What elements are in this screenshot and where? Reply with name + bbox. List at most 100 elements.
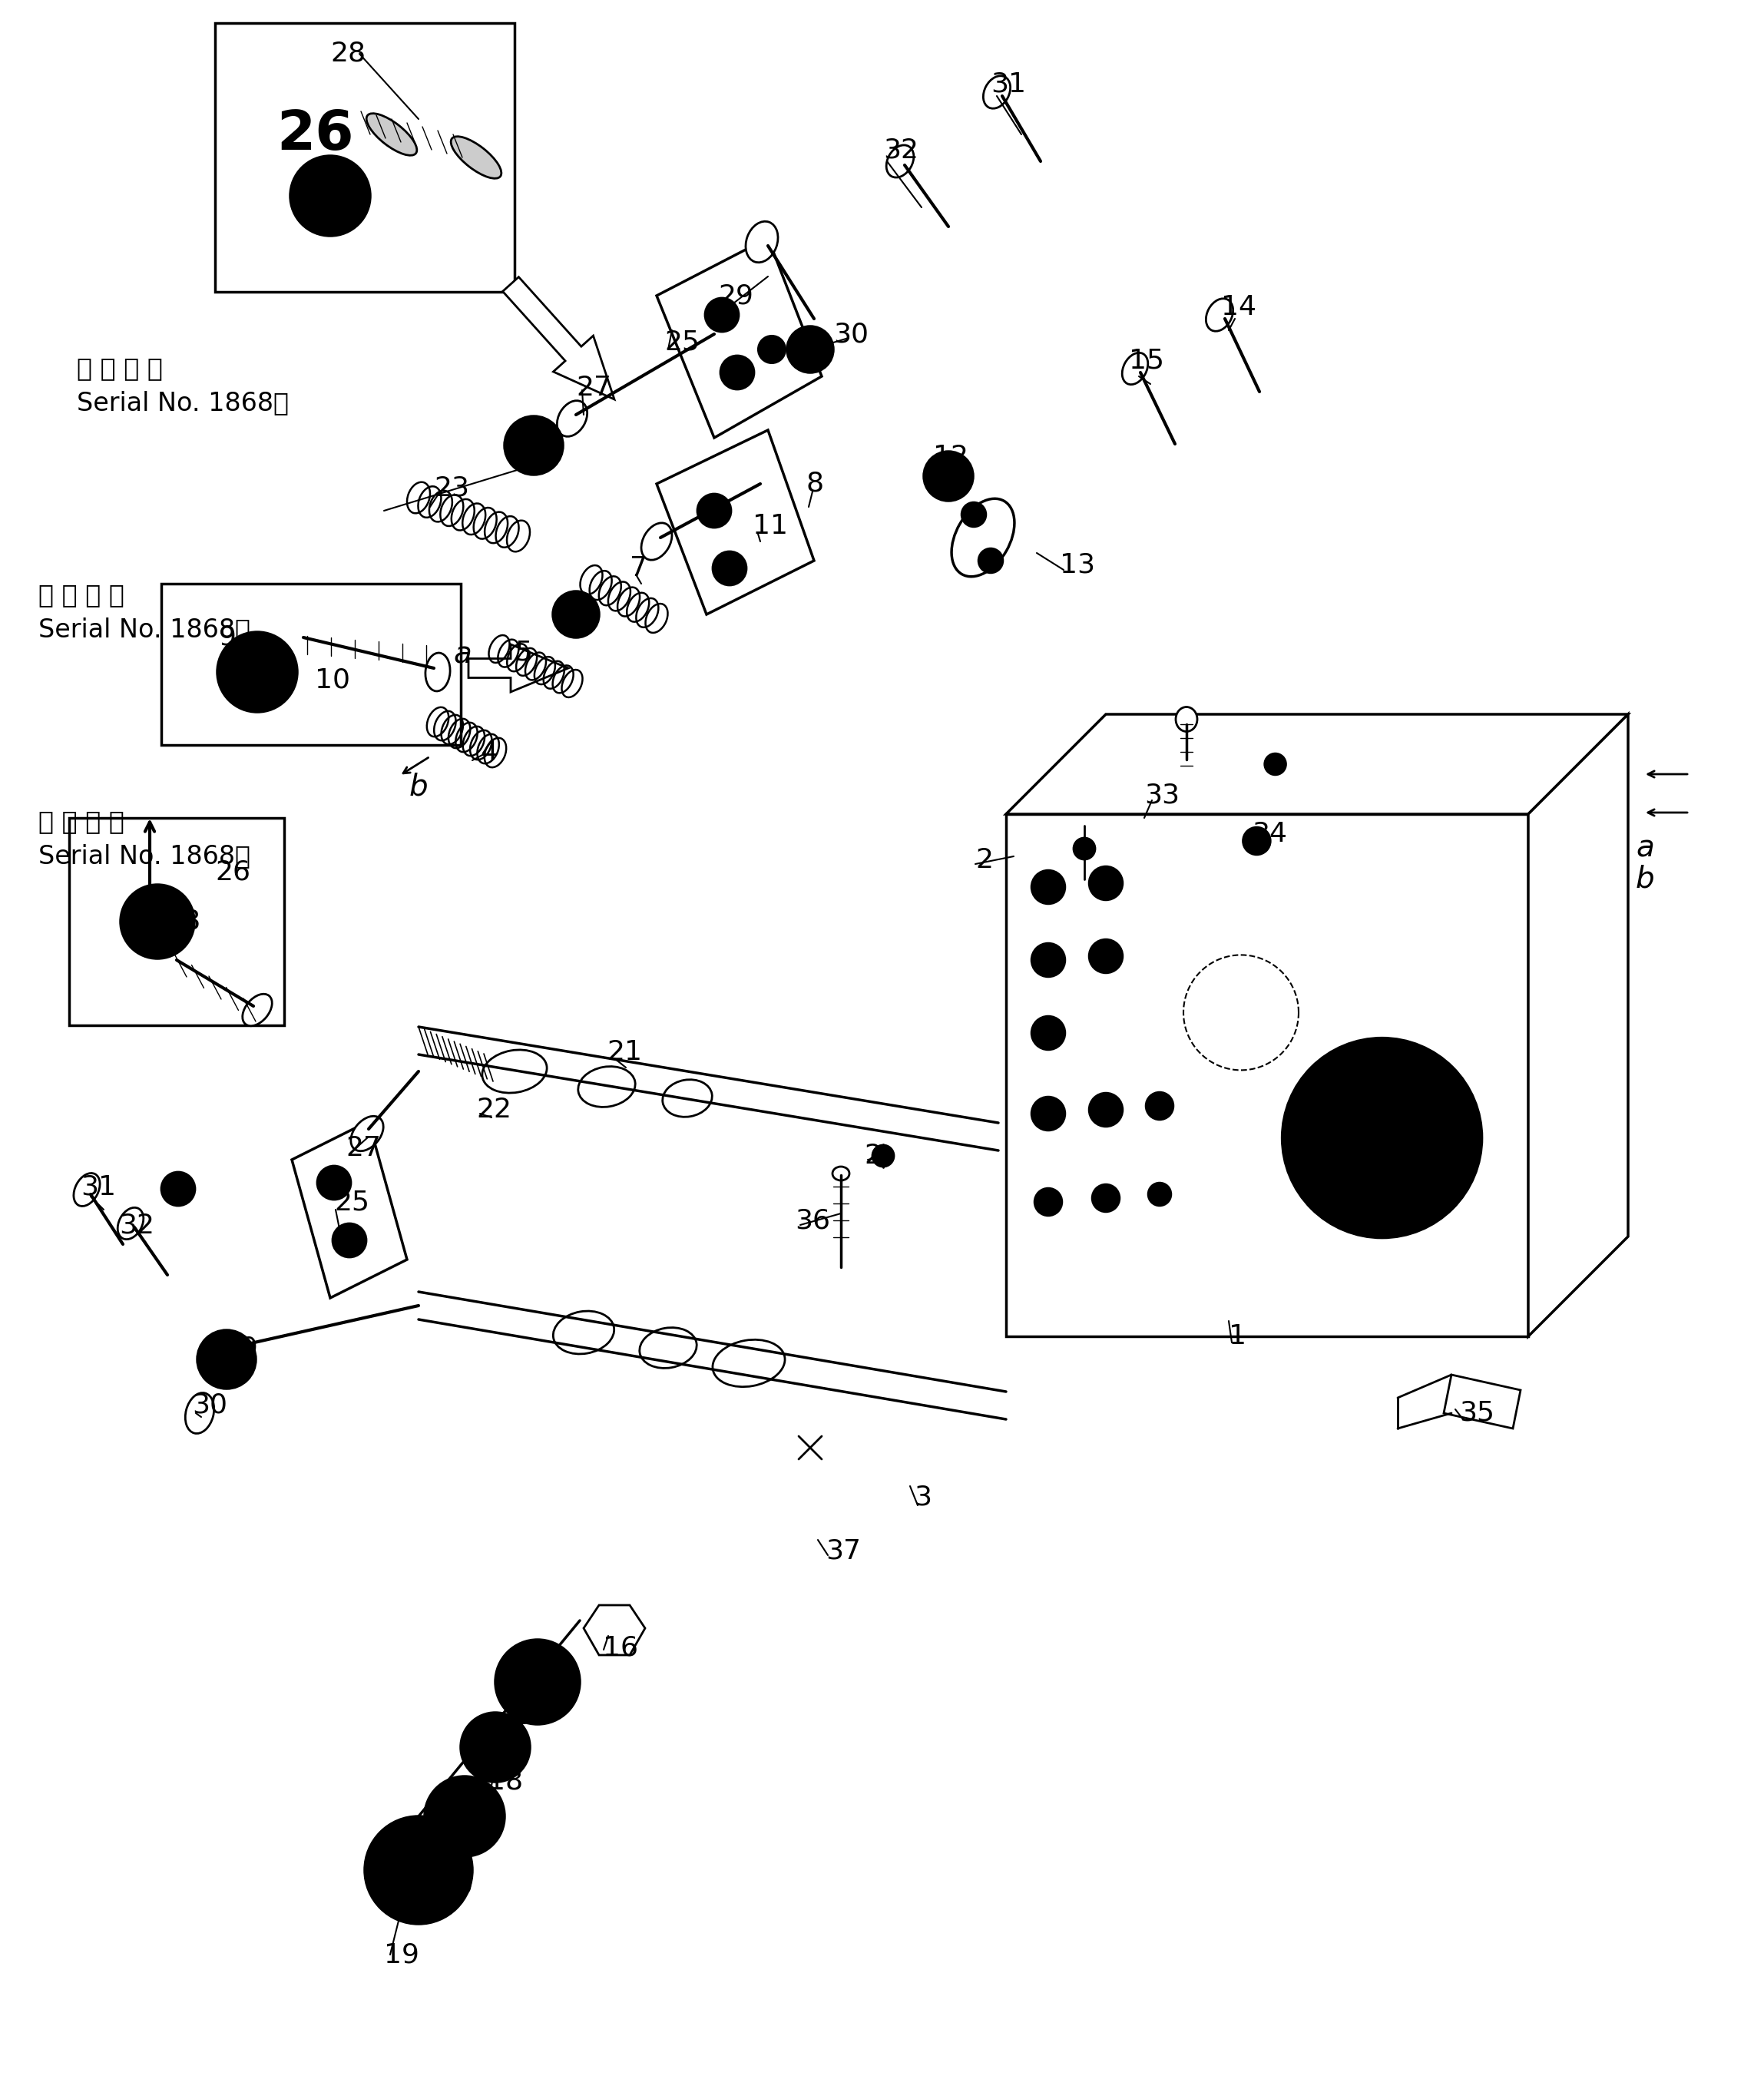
Polygon shape bbox=[656, 430, 813, 614]
Circle shape bbox=[1147, 1093, 1173, 1120]
Ellipse shape bbox=[1177, 706, 1198, 731]
Text: 6: 6 bbox=[564, 602, 582, 627]
Circle shape bbox=[720, 355, 755, 389]
Text: 2: 2 bbox=[864, 1143, 882, 1170]
Circle shape bbox=[333, 1224, 367, 1258]
Ellipse shape bbox=[579, 1067, 635, 1107]
Ellipse shape bbox=[983, 75, 1011, 109]
Ellipse shape bbox=[663, 1080, 713, 1118]
Text: 14: 14 bbox=[1221, 295, 1256, 320]
Circle shape bbox=[1282, 1038, 1482, 1237]
Circle shape bbox=[517, 1663, 557, 1703]
Circle shape bbox=[961, 501, 986, 526]
Circle shape bbox=[310, 178, 349, 215]
Text: 30: 30 bbox=[192, 1393, 228, 1418]
Ellipse shape bbox=[951, 499, 1014, 577]
Text: 31: 31 bbox=[81, 1174, 116, 1199]
Polygon shape bbox=[1005, 714, 1628, 815]
Text: 27: 27 bbox=[577, 374, 612, 401]
Ellipse shape bbox=[713, 1339, 785, 1387]
Bar bbox=[215, 23, 515, 292]
Text: 25: 25 bbox=[665, 328, 700, 355]
Text: 適 用 号 機: 適 用 号 機 bbox=[78, 355, 162, 382]
Circle shape bbox=[706, 299, 739, 332]
Text: Serial No. 1868～: Serial No. 1868～ bbox=[39, 616, 250, 643]
Ellipse shape bbox=[1122, 353, 1148, 384]
Ellipse shape bbox=[452, 136, 501, 178]
Circle shape bbox=[446, 1799, 483, 1834]
Circle shape bbox=[217, 633, 296, 712]
Circle shape bbox=[979, 547, 1004, 572]
Circle shape bbox=[496, 1640, 580, 1723]
Ellipse shape bbox=[746, 221, 778, 263]
Ellipse shape bbox=[425, 654, 450, 691]
Text: 13: 13 bbox=[1060, 551, 1095, 577]
Text: 37: 37 bbox=[826, 1538, 861, 1565]
Text: 1: 1 bbox=[1230, 1322, 1247, 1349]
Text: 15: 15 bbox=[1129, 349, 1164, 374]
Text: 31: 31 bbox=[991, 71, 1027, 98]
Circle shape bbox=[425, 1776, 505, 1857]
Circle shape bbox=[1148, 1182, 1171, 1205]
Circle shape bbox=[937, 464, 960, 487]
Circle shape bbox=[460, 1713, 529, 1782]
Text: 28: 28 bbox=[330, 40, 365, 67]
Text: 11: 11 bbox=[753, 514, 789, 539]
Text: Serial No. 1868～: Serial No. 1868～ bbox=[39, 844, 250, 869]
Text: 19: 19 bbox=[385, 1941, 420, 1968]
Circle shape bbox=[1088, 1093, 1122, 1126]
Ellipse shape bbox=[185, 1393, 213, 1433]
Text: 適 用 号 機: 適 用 号 機 bbox=[39, 808, 123, 834]
Circle shape bbox=[120, 886, 194, 959]
Circle shape bbox=[213, 1345, 240, 1372]
Text: 2: 2 bbox=[975, 848, 993, 873]
Text: 26: 26 bbox=[215, 859, 250, 886]
Ellipse shape bbox=[367, 113, 416, 155]
Text: Serial No. 1868～: Serial No. 1868～ bbox=[78, 391, 289, 416]
Ellipse shape bbox=[482, 1051, 547, 1093]
Ellipse shape bbox=[74, 1174, 101, 1205]
Circle shape bbox=[385, 1836, 453, 1905]
Ellipse shape bbox=[118, 1207, 143, 1239]
Text: 29: 29 bbox=[222, 1335, 258, 1360]
Circle shape bbox=[697, 493, 730, 529]
Text: 7: 7 bbox=[630, 556, 647, 581]
Text: 25: 25 bbox=[333, 1189, 369, 1216]
Text: b: b bbox=[409, 773, 429, 802]
Bar bbox=[161, 583, 460, 746]
Polygon shape bbox=[503, 278, 614, 399]
Ellipse shape bbox=[886, 144, 914, 178]
Circle shape bbox=[505, 416, 563, 474]
Circle shape bbox=[564, 604, 587, 625]
Text: 30: 30 bbox=[833, 322, 868, 347]
Ellipse shape bbox=[640, 1329, 697, 1368]
Text: 9: 9 bbox=[219, 625, 236, 650]
Text: 29: 29 bbox=[718, 282, 753, 309]
Circle shape bbox=[1032, 1097, 1065, 1130]
Ellipse shape bbox=[833, 1166, 848, 1180]
Ellipse shape bbox=[554, 1312, 614, 1354]
Text: 適 用 号 機: 適 用 号 機 bbox=[39, 583, 123, 608]
Text: b: b bbox=[1635, 865, 1655, 894]
Text: 21: 21 bbox=[607, 1038, 642, 1065]
Bar bbox=[1005, 815, 1528, 1337]
Text: 28: 28 bbox=[166, 909, 201, 934]
Circle shape bbox=[787, 326, 833, 372]
Circle shape bbox=[318, 1166, 351, 1199]
Circle shape bbox=[1032, 1015, 1065, 1051]
Circle shape bbox=[520, 432, 547, 460]
Circle shape bbox=[1032, 871, 1065, 905]
Circle shape bbox=[1092, 1184, 1120, 1212]
Text: 5: 5 bbox=[515, 639, 533, 666]
Polygon shape bbox=[1443, 1375, 1521, 1429]
Text: 3: 3 bbox=[914, 1485, 931, 1510]
Text: 33: 33 bbox=[1145, 781, 1180, 808]
Text: 24: 24 bbox=[515, 420, 550, 447]
Circle shape bbox=[480, 1732, 512, 1763]
Text: 17: 17 bbox=[512, 1703, 547, 1730]
Text: 32: 32 bbox=[884, 136, 919, 163]
Circle shape bbox=[365, 1815, 473, 1924]
Circle shape bbox=[404, 1857, 432, 1884]
Text: 8: 8 bbox=[806, 470, 824, 497]
Circle shape bbox=[291, 157, 370, 236]
